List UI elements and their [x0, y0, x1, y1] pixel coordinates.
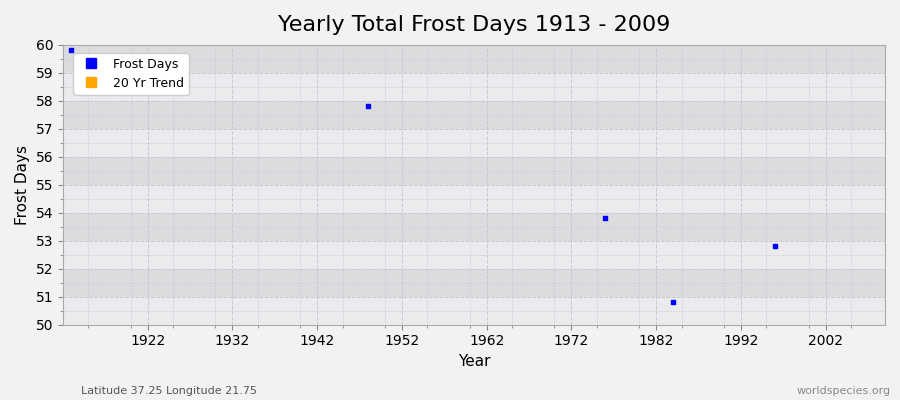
Bar — [63, 101, 885, 129]
Point — [598, 215, 613, 222]
Bar — [63, 241, 885, 269]
Bar — [63, 297, 885, 325]
Point — [64, 47, 78, 54]
Bar — [63, 45, 885, 73]
Legend: Frost Days, 20 Yr Trend: Frost Days, 20 Yr Trend — [73, 52, 189, 95]
Point — [666, 299, 680, 306]
Y-axis label: Frost Days: Frost Days — [15, 145, 30, 225]
Bar — [63, 129, 885, 157]
X-axis label: Year: Year — [458, 354, 491, 369]
Bar — [63, 73, 885, 101]
Point — [768, 243, 782, 250]
Bar — [63, 157, 885, 185]
Point — [361, 103, 375, 110]
Text: Latitude 37.25 Longitude 21.75: Latitude 37.25 Longitude 21.75 — [81, 386, 257, 396]
Bar — [63, 269, 885, 297]
Title: Yearly Total Frost Days 1913 - 2009: Yearly Total Frost Days 1913 - 2009 — [278, 15, 670, 35]
Text: worldspecies.org: worldspecies.org — [796, 386, 891, 396]
Bar — [63, 185, 885, 213]
Bar — [63, 213, 885, 241]
